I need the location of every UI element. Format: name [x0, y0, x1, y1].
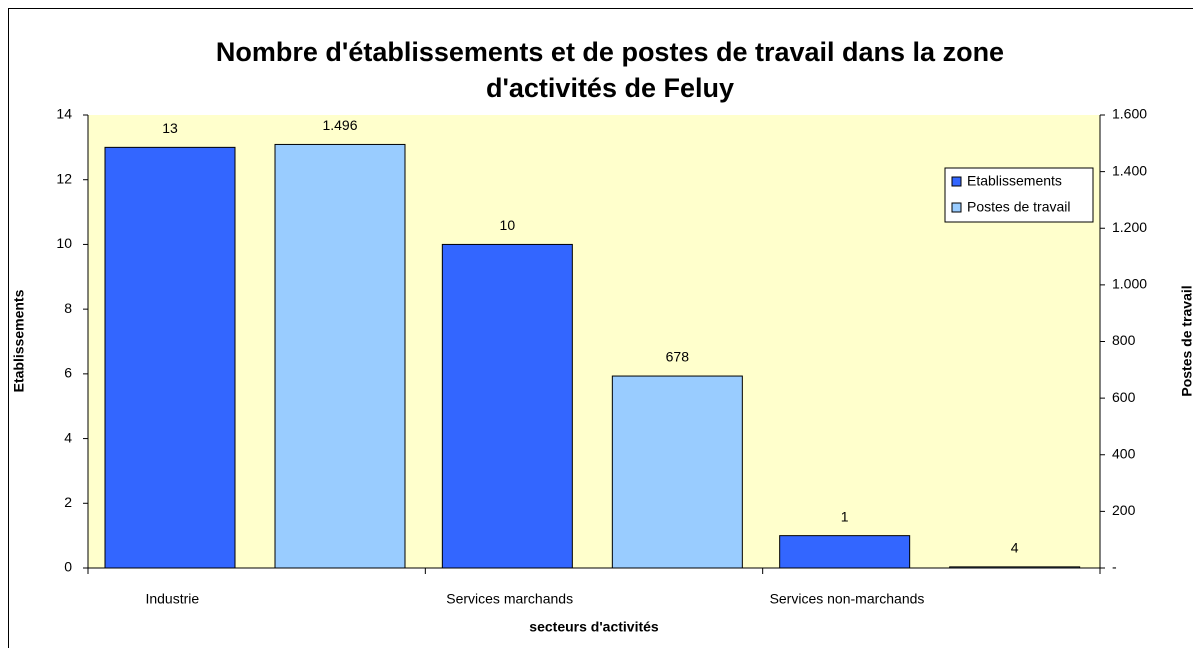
legend-label: Etablissements — [967, 173, 1062, 189]
y2-tick-label: 400 — [1112, 445, 1136, 461]
y-tick-label: 0 — [64, 559, 72, 575]
bar — [611, 375, 743, 569]
data-label: 4 — [1011, 540, 1019, 556]
y2-tick-label: 600 — [1112, 389, 1136, 405]
y2-tick-label: 1.600 — [1112, 106, 1147, 122]
y-tick-label: 14 — [56, 106, 72, 122]
legend-swatch — [951, 176, 962, 187]
data-label: 678 — [666, 349, 690, 365]
data-label: 1 — [841, 508, 849, 524]
bar — [441, 243, 573, 569]
y2-tick-label: 1.400 — [1112, 162, 1147, 178]
legend-swatch — [951, 202, 962, 213]
y-tick-label: 8 — [64, 300, 72, 316]
y2-tick-label: 200 — [1112, 502, 1136, 518]
data-label: 10 — [500, 217, 516, 233]
data-label: 1.496 — [322, 117, 357, 133]
y-axis-title: Etablissements — [11, 289, 27, 392]
x-tick-label: Services marchands — [446, 591, 573, 607]
y-tick-label: 10 — [56, 235, 72, 251]
x-tick-label: Industrie — [145, 591, 199, 607]
x-axis-title: secteurs d'activités — [529, 619, 659, 635]
bar — [104, 146, 236, 569]
chart-title: Nombre d'établissements et de postes de … — [215, 37, 1005, 103]
y-tick-label: 2 — [64, 494, 72, 510]
x-tick-label: Services non-marchands — [770, 591, 925, 607]
bar — [949, 566, 1081, 569]
y2-axis-title: Postes de travail — [1179, 285, 1193, 396]
y2-tick-label: 1.000 — [1112, 276, 1147, 292]
plot-area — [88, 115, 1100, 568]
legend-box — [944, 167, 1094, 223]
y2-tick-label: 800 — [1112, 332, 1136, 348]
bar — [274, 143, 406, 569]
bar — [779, 535, 911, 569]
y-tick-label: 12 — [56, 170, 72, 186]
legend-label: Postes de travail — [967, 199, 1071, 215]
y2-tick-label: 1.200 — [1112, 219, 1147, 235]
data-label: 13 — [162, 120, 178, 136]
y2-tick-label: - — [1112, 559, 1117, 575]
y-tick-label: 6 — [64, 365, 72, 381]
y-tick-label: 4 — [64, 429, 72, 445]
